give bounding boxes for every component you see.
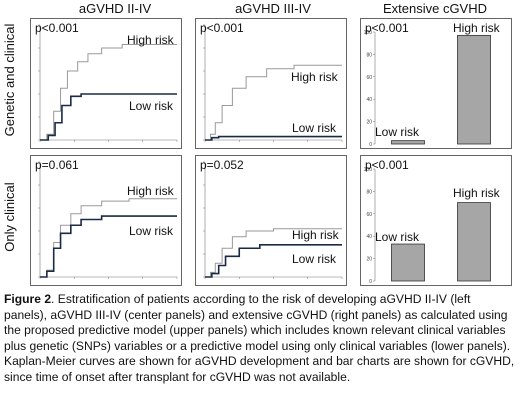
series-line-high-risk (40, 44, 177, 141)
y-tick-label: 80 (366, 52, 372, 58)
low-risk-label: Low risk (375, 125, 420, 139)
p-value: p=0.052 (200, 158, 244, 172)
series-line-high-risk (205, 228, 342, 278)
bar-low-risk (391, 140, 425, 145)
column-title-agvhd-3-4: aGVHD III-IV (235, 1, 311, 16)
panel-bottom-left: p=0.061 High risk Low risk (30, 155, 182, 286)
km-chart-bottom-left (38, 161, 178, 279)
p-value: p<0.001 (200, 21, 244, 35)
km-chart-top-left (38, 24, 178, 142)
bar-low-risk (391, 243, 425, 282)
low-risk-label: Low risk (292, 252, 337, 266)
y-tick-label: 20 (366, 257, 372, 263)
y-tick-label: 100 (364, 167, 373, 173)
panel-top-left: p<0.001 High risk Low risk (30, 18, 182, 149)
figure-label: Figure 2 (4, 292, 52, 306)
series-line-low-risk (40, 215, 177, 278)
low-risk-label: Low risk (129, 224, 174, 238)
y-tick-label: 20 (366, 120, 372, 126)
high-risk-label: High risk (291, 70, 338, 84)
bar-high-risk (457, 202, 491, 282)
row-label-genetic-clinical: Genetic and clinical (2, 23, 17, 137)
series-line-low-risk (205, 244, 342, 278)
y-tick-label: 60 (366, 212, 372, 218)
caption-text: . Estratification of patients according … (4, 292, 515, 384)
series-line-high-risk (205, 64, 342, 141)
column-title-cgvhd: Extensive cGVHD (382, 1, 488, 16)
series-line-low-risk (205, 135, 342, 141)
y-tick-label: 0 (369, 279, 372, 285)
y-tick-label: 60 (366, 75, 372, 81)
low-risk-label: Low risk (129, 99, 174, 113)
high-risk-label: High risk (127, 33, 174, 47)
column-title-agvhd-2-4: aGVHD II-IV (78, 1, 152, 16)
low-risk-label: Low risk (292, 121, 337, 135)
low-risk-label: Low risk (375, 230, 420, 244)
bar-chart-bottom-right: 0 20 40 60 80 100 (364, 167, 491, 285)
p-value: p<0.001 (365, 158, 409, 172)
row-label-only-clinical: Only clinical (2, 182, 17, 252)
y-tick-label: 100 (364, 30, 373, 36)
bar-chart-top-right: 0 20 40 60 80 100 (364, 30, 491, 148)
panel-top-center: p<0.001 High risk Low risk (195, 18, 347, 149)
p-value: p<0.001 (35, 21, 79, 35)
panel-bottom-right: 0 20 40 60 80 100 p<0.001 High risk Low risk (360, 155, 512, 286)
panel-top-right: 0 20 40 60 80 100 p<0.001 High risk Low risk (360, 18, 512, 149)
high-risk-label: High risk (127, 184, 174, 198)
series-line-high-risk (40, 198, 177, 278)
panel-bottom-center: p=0.052 High risk Low risk (195, 155, 347, 286)
series-line-low-risk (40, 93, 177, 141)
high-risk-label: High risk (453, 21, 500, 35)
y-tick-label: 80 (366, 189, 372, 195)
p-value: p<0.001 (365, 21, 409, 35)
y-tick-label: 0 (369, 142, 372, 148)
p-value: p=0.061 (35, 158, 79, 172)
figure-caption: Figure 2. Estratification of patients ac… (4, 292, 516, 386)
y-tick-label: 40 (366, 234, 372, 240)
bar-high-risk (457, 34, 491, 145)
km-chart-top-center (203, 24, 343, 142)
y-tick-label: 40 (366, 97, 372, 103)
high-risk-label: High risk (453, 186, 500, 200)
high-risk-label: High risk (292, 228, 339, 242)
km-chart-bottom-center (203, 161, 343, 279)
